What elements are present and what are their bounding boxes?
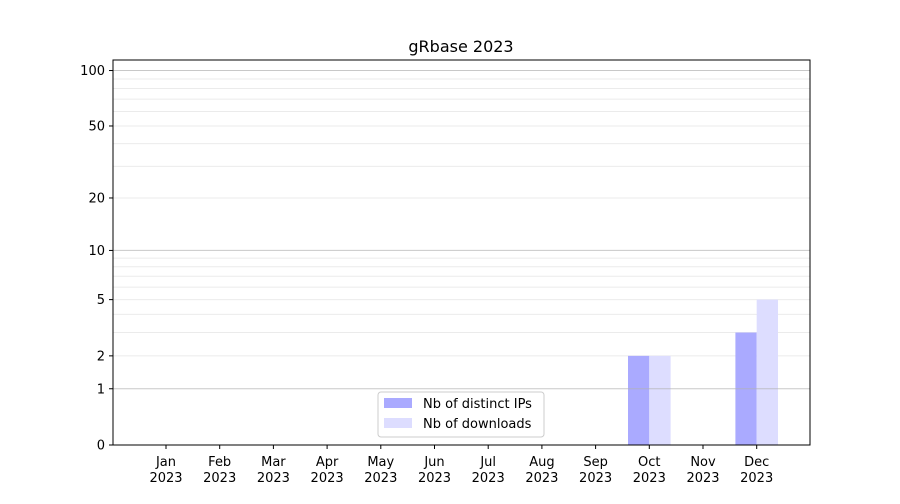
chart-title: gRbase 2023 [408, 37, 513, 56]
legend-label: Nb of distinct IPs [423, 397, 532, 412]
bar-distinct-ips [628, 355, 650, 445]
y-tick-label: 10 [88, 244, 105, 259]
y-tick-label: 5 [97, 293, 105, 308]
x-tick-label: Apr [316, 455, 339, 470]
x-tick-label: 2023 [203, 471, 236, 486]
legend: Nb of distinct IPs Nb of downloads [377, 391, 545, 438]
x-tick-label: 2023 [418, 471, 451, 486]
x-tick-label: Mar [261, 455, 286, 470]
legend-swatch [384, 398, 412, 408]
bar-downloads [756, 299, 778, 445]
x-tick-label: 2023 [686, 471, 719, 486]
x-tick-label: Jan [155, 455, 176, 470]
x-tick-label: May [367, 455, 394, 470]
x-tick-label: 2023 [579, 471, 612, 486]
x-tick-label: 2023 [740, 471, 773, 486]
plot-frame [112, 59, 811, 446]
y-tick-label: 50 [88, 119, 105, 134]
x-tick-label: 2023 [149, 471, 182, 486]
x-tick-label: Nov [690, 455, 716, 470]
y-tick-label: 2 [97, 349, 105, 364]
x-tick-label: Sep [583, 455, 608, 470]
bar-downloads [649, 355, 671, 445]
y-tick-label: 1 [97, 382, 105, 397]
x-tick-label: 2023 [257, 471, 290, 486]
x-tick-label: Feb [208, 455, 231, 470]
y-tick-label: 100 [80, 64, 105, 79]
x-tick-label: Jul [479, 455, 496, 470]
x-tick-label: Dec [744, 455, 769, 470]
legend-swatch [384, 418, 412, 428]
y-tick-label: 0 [97, 439, 105, 454]
legend-label: Nb of downloads [423, 417, 532, 432]
x-tick-label: Jun [423, 455, 444, 470]
x-tick-label: Oct [638, 455, 660, 470]
legend-box [377, 391, 545, 438]
x-tick-label: 2023 [364, 471, 397, 486]
x-tick-label: 2023 [311, 471, 344, 486]
x-tick-label: 2023 [525, 471, 558, 486]
x-tick-label: 2023 [633, 471, 666, 486]
y-tick-label: 20 [88, 191, 105, 206]
x-tick-label: 2023 [472, 471, 505, 486]
x-tick-label: Aug [529, 455, 554, 470]
